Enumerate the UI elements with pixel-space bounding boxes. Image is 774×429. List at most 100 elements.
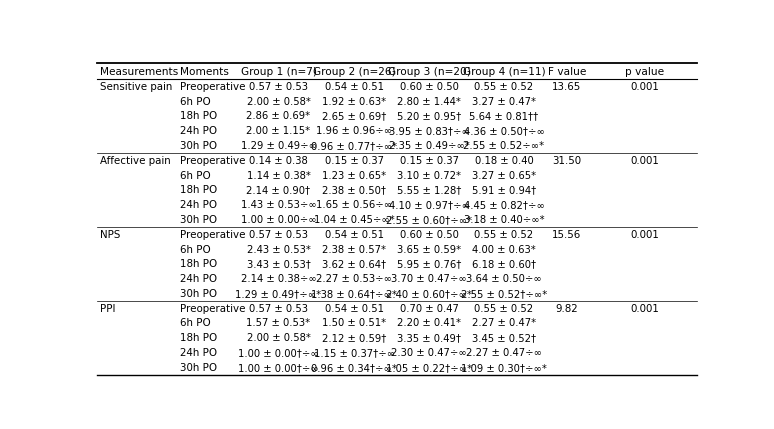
Text: 3.10 ± 0.72*: 3.10 ± 0.72* <box>397 171 461 181</box>
Text: Group 4 (n=11): Group 4 (n=11) <box>463 67 546 77</box>
Text: 31.50: 31.50 <box>553 156 581 166</box>
Text: 2.86 ± 0.69*: 2.86 ± 0.69* <box>246 112 310 121</box>
Text: 5.55 ± 1.28†: 5.55 ± 1.28† <box>397 185 461 195</box>
Text: 0.60 ± 0.50: 0.60 ± 0.50 <box>399 230 458 240</box>
Text: 0.54 ± 0.51: 0.54 ± 0.51 <box>324 230 384 240</box>
Text: 2.80 ± 1.44*: 2.80 ± 1.44* <box>397 97 461 107</box>
Text: 3.27 ± 0.47*: 3.27 ± 0.47* <box>472 97 536 107</box>
Text: 0.55 ± 0.52: 0.55 ± 0.52 <box>474 230 533 240</box>
Text: 0.54 ± 0.51: 0.54 ± 0.51 <box>324 304 384 314</box>
Text: 2.00 ± 0.58*: 2.00 ± 0.58* <box>247 97 310 107</box>
Text: Preoperative: Preoperative <box>180 304 245 314</box>
Text: 0.14 ± 0.38: 0.14 ± 0.38 <box>249 156 308 166</box>
Text: 1.23 ± 0.65*: 1.23 ± 0.65* <box>322 171 386 181</box>
Text: 0.70 ± 0.47: 0.70 ± 0.47 <box>399 304 458 314</box>
Text: 2.00 ± 0.58*: 2.00 ± 0.58* <box>247 333 310 343</box>
Text: 5.20 ± 0.95†: 5.20 ± 0.95† <box>397 112 461 121</box>
Text: Group 2 (n=26): Group 2 (n=26) <box>313 67 396 77</box>
Text: 3.62 ± 0.64†: 3.62 ± 0.64† <box>322 259 386 269</box>
Text: 30h PO: 30h PO <box>180 141 217 151</box>
Text: 3.70 ± 0.47÷∞: 3.70 ± 0.47÷∞ <box>391 274 467 284</box>
Text: 2.43 ± 0.53*: 2.43 ± 0.53* <box>247 245 310 254</box>
Text: 3.64 ± 0.50÷∞: 3.64 ± 0.50÷∞ <box>466 274 542 284</box>
Text: 1.96 ± 0.96÷∞: 1.96 ± 0.96÷∞ <box>316 126 392 136</box>
Text: 18h PO: 18h PO <box>180 185 217 195</box>
Text: 0.57 ± 0.53: 0.57 ± 0.53 <box>249 230 308 240</box>
Text: 1.00 ± 0.00†÷∞: 1.00 ± 0.00†÷∞ <box>238 363 319 373</box>
Text: 0.54 ± 0.51: 0.54 ± 0.51 <box>324 82 384 92</box>
Text: 18h PO: 18h PO <box>180 259 217 269</box>
Text: 0.001: 0.001 <box>630 82 659 92</box>
Text: 9.82: 9.82 <box>556 304 578 314</box>
Text: 0.18 ± 0.40: 0.18 ± 0.40 <box>474 156 533 166</box>
Text: 18h PO: 18h PO <box>180 333 217 343</box>
Text: 4.00 ± 0.63*: 4.00 ± 0.63* <box>472 245 536 254</box>
Text: 30h PO: 30h PO <box>180 289 217 299</box>
Text: NPS: NPS <box>100 230 120 240</box>
Text: Preoperative: Preoperative <box>180 156 245 166</box>
Text: 2.14 ± 0.38÷∞: 2.14 ± 0.38÷∞ <box>241 274 317 284</box>
Text: 6h PO: 6h PO <box>180 97 211 107</box>
Text: 6.18 ± 0.60†: 6.18 ± 0.60† <box>472 259 536 269</box>
Text: 5.64 ± 0.81††: 5.64 ± 0.81†† <box>469 112 539 121</box>
Text: Measurements: Measurements <box>100 67 178 77</box>
Text: 0.55 ± 0.52: 0.55 ± 0.52 <box>474 304 533 314</box>
Text: 2.38 ± 0.50†: 2.38 ± 0.50† <box>322 185 386 195</box>
Text: 2.14 ± 0.90†: 2.14 ± 0.90† <box>246 185 310 195</box>
Text: 2.27 ± 0.53÷∞: 2.27 ± 0.53÷∞ <box>316 274 392 284</box>
Text: 2.55 ± 0.52†÷∞*: 2.55 ± 0.52†÷∞* <box>461 289 547 299</box>
Text: 15.56: 15.56 <box>553 230 581 240</box>
Text: 2.27 ± 0.47÷∞: 2.27 ± 0.47÷∞ <box>466 348 542 358</box>
Text: 0.15 ± 0.37: 0.15 ± 0.37 <box>324 156 384 166</box>
Text: 0.15 ± 0.37: 0.15 ± 0.37 <box>399 156 458 166</box>
Text: 2.12 ± 0.59†: 2.12 ± 0.59† <box>322 333 386 343</box>
Text: 1.00 ± 0.00÷∞: 1.00 ± 0.00÷∞ <box>241 215 317 225</box>
Text: 24h PO: 24h PO <box>180 200 217 210</box>
Text: 3.65 ± 0.59*: 3.65 ± 0.59* <box>397 245 461 254</box>
Text: 0.57 ± 0.53: 0.57 ± 0.53 <box>249 82 308 92</box>
Text: 1.65 ± 0.56÷∞: 1.65 ± 0.56÷∞ <box>316 200 392 210</box>
Text: 4.36 ± 0.50†÷∞: 4.36 ± 0.50†÷∞ <box>464 126 544 136</box>
Text: 2.40 ± 0.60†÷∞*: 2.40 ± 0.60†÷∞* <box>386 289 472 299</box>
Text: 4.10 ± 0.97†÷∞: 4.10 ± 0.97†÷∞ <box>389 200 470 210</box>
Text: 0.96 ± 0.77†÷∞*: 0.96 ± 0.77†÷∞* <box>311 141 397 151</box>
Text: 2.65 ± 0.69†: 2.65 ± 0.69† <box>322 112 386 121</box>
Text: 6h PO: 6h PO <box>180 318 211 329</box>
Text: 13.65: 13.65 <box>553 82 581 92</box>
Text: 4.45 ± 0.82†÷∞: 4.45 ± 0.82†÷∞ <box>464 200 544 210</box>
Text: 3.45 ± 0.52†: 3.45 ± 0.52† <box>472 333 536 343</box>
Text: 2.35 ± 0.49÷∞*: 2.35 ± 0.49÷∞* <box>389 141 470 151</box>
Text: 1.43 ± 0.53÷∞: 1.43 ± 0.53÷∞ <box>241 200 317 210</box>
Text: 24h PO: 24h PO <box>180 274 217 284</box>
Text: 0.001: 0.001 <box>630 230 659 240</box>
Text: 1.29 ± 0.49†÷∞*: 1.29 ± 0.49†÷∞* <box>235 289 321 299</box>
Text: Group 3 (n=20): Group 3 (n=20) <box>388 67 471 77</box>
Text: Group 1 (n=7): Group 1 (n=7) <box>241 67 317 77</box>
Text: 1.04 ± 0.45÷∞*: 1.04 ± 0.45÷∞* <box>313 215 395 225</box>
Text: p value: p value <box>625 67 664 77</box>
Text: 18h PO: 18h PO <box>180 112 217 121</box>
Text: 2.30 ± 0.47÷∞: 2.30 ± 0.47÷∞ <box>391 348 467 358</box>
Text: 6h PO: 6h PO <box>180 171 211 181</box>
Text: 0.001: 0.001 <box>630 156 659 166</box>
Text: Affective pain: Affective pain <box>100 156 170 166</box>
Text: 24h PO: 24h PO <box>180 126 217 136</box>
Text: PPI: PPI <box>100 304 115 314</box>
Text: 1.29 ± 0.49÷∞: 1.29 ± 0.49÷∞ <box>241 141 317 151</box>
Text: 2.55 ± 0.60†÷∞*: 2.55 ± 0.60†÷∞* <box>386 215 472 225</box>
Text: 2.27 ± 0.47*: 2.27 ± 0.47* <box>472 318 536 329</box>
Text: 2.00 ± 1.15*: 2.00 ± 1.15* <box>246 126 310 136</box>
Text: 30h PO: 30h PO <box>180 363 217 373</box>
Text: 1.00 ± 0.00†÷∞: 1.00 ± 0.00†÷∞ <box>238 348 319 358</box>
Text: 24h PO: 24h PO <box>180 348 217 358</box>
Text: 30h PO: 30h PO <box>180 215 217 225</box>
Text: 1.38 ± 0.64†÷∞*: 1.38 ± 0.64†÷∞* <box>311 289 397 299</box>
Text: 1.05 ± 0.22†÷∞*: 1.05 ± 0.22†÷∞* <box>386 363 472 373</box>
Text: 3.35 ± 0.49†: 3.35 ± 0.49† <box>397 333 461 343</box>
Text: 3.43 ± 0.53†: 3.43 ± 0.53† <box>247 259 310 269</box>
Text: 0.001: 0.001 <box>630 304 659 314</box>
Text: 1.57 ± 0.53*: 1.57 ± 0.53* <box>246 318 310 329</box>
Text: 2.38 ± 0.57*: 2.38 ± 0.57* <box>322 245 386 254</box>
Text: 3.95 ± 0.83†÷∞: 3.95 ± 0.83†÷∞ <box>389 126 470 136</box>
Text: 5.91 ± 0.94†: 5.91 ± 0.94† <box>472 185 536 195</box>
